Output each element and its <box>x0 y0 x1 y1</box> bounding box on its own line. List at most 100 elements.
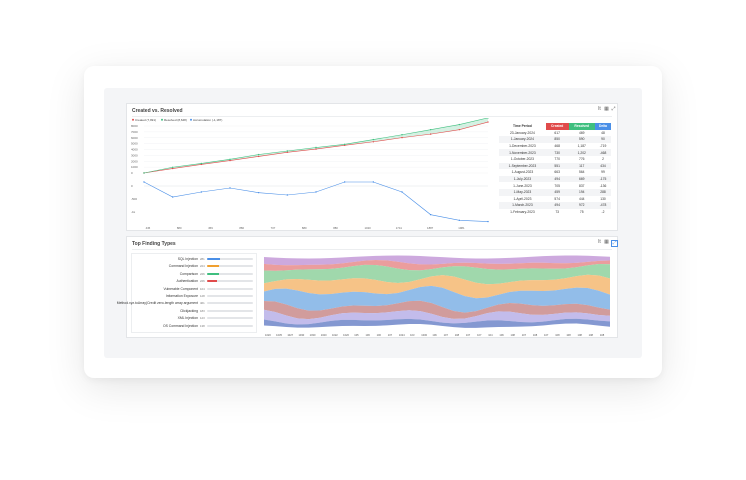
table-cell: 574 <box>554 196 560 201</box>
finding-row[interactable]: Authentication 226 <box>132 278 256 284</box>
table-row[interactable]: 1-August-2023 663 564 99 <box>499 169 611 176</box>
finding-row[interactable]: Command Injection 224 <box>132 263 256 269</box>
x-tick-label: 107 <box>477 333 482 337</box>
finding-progress-bar <box>207 324 253 327</box>
series-point <box>401 134 403 136</box>
series-point <box>429 128 432 131</box>
finding-name: XML Injection <box>177 316 198 321</box>
finding-progress-bar <box>207 309 253 312</box>
finding-progress-fill <box>207 258 220 260</box>
created-resolved-chart: Created (7,991) Resolved (8,648) Accumulat… <box>131 118 489 230</box>
table-row[interactable]: 1-December-2023 468 1,187 -719 <box>499 143 611 150</box>
table-cell: -719 <box>599 144 607 149</box>
x-tick-label: 107 <box>444 333 449 337</box>
table-row[interactable]: 1-October-2023 770 776 2 <box>499 156 611 163</box>
table-cell: 1-July-2023 <box>499 175 546 183</box>
table-cell: 551 <box>545 162 569 170</box>
x-tick-label: 459 <box>208 226 213 230</box>
col-resolved[interactable]: Resolved <box>568 123 595 130</box>
finding-row[interactable]: Vulnerable Component 104 <box>132 286 256 292</box>
finding-count: 138 <box>200 323 205 328</box>
finding-row[interactable]: Method.xyz.toArray(Credit zero-length ar… <box>117 300 256 306</box>
finding-name: Method.xyz.toArray(Credit zero-length ar… <box>116 301 198 306</box>
stream-layer <box>264 274 610 299</box>
table-row[interactable]: 1-July-2023 494 669 -175 <box>499 175 611 183</box>
finding-count: 281 <box>200 257 205 261</box>
x-tick-label: 1887 <box>427 226 434 230</box>
x-tick-label: 104 <box>488 333 493 337</box>
y-tick-label: 0 <box>131 184 133 188</box>
table-row[interactable]: 1-January-2024 850 590 90 <box>499 136 611 143</box>
table-row[interactable]: 1-September-2023 551 117 434 <box>499 162 611 170</box>
lt-toggle-icon[interactable]: lt <box>598 239 601 245</box>
tile-icon[interactable]: ▦ <box>604 239 609 245</box>
x-tick-label: 108 <box>578 333 583 337</box>
x-tick-label: 108 <box>566 333 571 337</box>
table-cell: 1-February-2023 <box>510 210 535 215</box>
finding-name: Authentication <box>176 279 199 284</box>
series-line <box>143 181 489 222</box>
title-divider <box>132 249 612 250</box>
top-finding-types-panel: Top Finding Types lt ▦ ⤢ SQL Injection 28… <box>117 236 618 338</box>
finding-row[interactable]: Comparison 226 <box>132 271 256 277</box>
x-tick-label: 1024 <box>399 333 405 337</box>
finding-progress-bar <box>207 272 253 275</box>
finding-progress-fill <box>207 272 219 275</box>
table-cell: 770 <box>554 157 560 162</box>
series-point <box>143 172 145 174</box>
col-created[interactable]: Created <box>545 123 569 130</box>
table-cell: 459 <box>545 188 569 196</box>
table-row[interactable]: 1-May-2023 459 194 288 <box>499 188 611 196</box>
col-delta[interactable]: Delta <box>594 123 611 130</box>
expand-icon[interactable]: ⤢ <box>611 106 616 112</box>
x-tick-label: 108 <box>600 333 605 337</box>
y-tick-label: 2000 <box>131 159 138 163</box>
table-cell: 850 <box>545 136 569 143</box>
table-row[interactable]: 1-April-2023 574 444 130 <box>499 196 611 203</box>
lt-toggle-icon[interactable]: lt <box>598 106 601 112</box>
x-tick-label: 1020 <box>343 333 349 337</box>
table-cell: 776 <box>578 157 585 162</box>
table-cell: 1-March-2023 <box>499 202 546 209</box>
table-cell: 1,202 <box>568 149 595 156</box>
table-cell: 1-November-2023 <box>499 149 546 156</box>
table-cell: 117 <box>568 162 595 170</box>
finding-progress-bar <box>207 280 253 283</box>
table-cell: 90 <box>594 136 611 143</box>
expand-icon[interactable]: ⤢ <box>611 240 618 247</box>
table-row[interactable]: 1-February-2023 73 75 -2 <box>499 209 611 216</box>
col-time-period[interactable]: Time Period <box>513 124 532 129</box>
table-cell: -478 <box>594 202 611 209</box>
table-row[interactable]: 1-November-2023 730 1,202 -468 <box>499 149 611 156</box>
tile-icon[interactable]: ▦ <box>604 106 609 112</box>
legend-marker <box>132 118 134 121</box>
table-cell: 468 <box>554 144 560 149</box>
table-cell: 194 <box>568 188 595 196</box>
finding-row[interactable]: SQL Injection 281 <box>132 256 256 262</box>
finding-count: 226 <box>200 279 205 284</box>
table-row[interactable]: 1-March-2023 494 972 -478 <box>499 202 611 209</box>
finding-name: Clickjacking <box>180 308 198 313</box>
table-cell: 1-August-2023 <box>511 170 534 175</box>
finding-name: Information Exposure <box>165 294 198 298</box>
finding-name: OS Command Injection <box>162 323 198 328</box>
table-row[interactable]: 1-June-2023 705 837 -136 <box>499 182 611 189</box>
finding-row[interactable]: XML Injection 123 <box>132 315 256 321</box>
finding-row[interactable]: Clickjacking 183 <box>132 308 256 314</box>
finding-row[interactable]: OS Command Injection 138 <box>132 323 256 329</box>
x-tick-label: 1981 <box>458 226 465 230</box>
table-cell: 469 <box>578 130 585 135</box>
table-cell: 48 <box>601 130 605 135</box>
series-point <box>286 151 289 153</box>
finding-row[interactable]: Information Exposure 128 <box>132 293 256 299</box>
table-row[interactable]: 23-January-2024 617 469 48 <box>499 130 611 137</box>
x-tick-label: 106 <box>499 333 504 337</box>
stream-layer <box>264 264 610 285</box>
x-tick-label: 1035 <box>276 333 282 337</box>
table-cell: 444 <box>578 196 585 201</box>
legend-marker <box>190 118 192 121</box>
x-tick-label: 1030 <box>421 333 427 337</box>
stream-layer <box>264 285 610 313</box>
y-tick-label: 8000 <box>131 124 138 128</box>
series-point <box>458 123 461 126</box>
